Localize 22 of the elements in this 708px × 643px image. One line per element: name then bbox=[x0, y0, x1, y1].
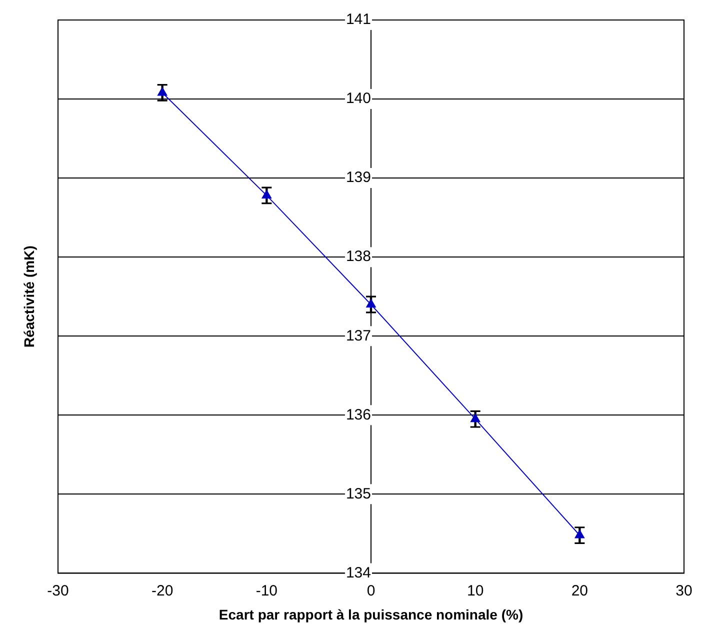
point bbox=[574, 530, 584, 538]
x-tick-label: 0 bbox=[366, 582, 376, 600]
y-tick-label: 137 bbox=[346, 327, 371, 344]
x-tick-label: -30 bbox=[47, 582, 69, 600]
x-axis-title: Ecart par rapport à la puissance nominale (%) bbox=[218, 606, 524, 622]
point bbox=[470, 414, 480, 422]
y-tick-label: 135 bbox=[346, 485, 371, 502]
y-tick-label: 141 bbox=[346, 11, 371, 28]
x-tick-label: 10 bbox=[466, 582, 484, 600]
y-tick-label: 140 bbox=[346, 90, 371, 108]
point bbox=[262, 190, 272, 198]
y-tick-label: 139 bbox=[346, 169, 371, 186]
x-tick-label: 30 bbox=[676, 582, 692, 600]
y-tick-label: 138 bbox=[346, 248, 371, 266]
point bbox=[158, 87, 168, 96]
x-tick-label: -10 bbox=[256, 582, 278, 600]
y-tick-label: 136 bbox=[346, 406, 371, 424]
point bbox=[366, 299, 376, 308]
y-tick-label: 134 bbox=[346, 564, 371, 582]
x-tick-label: 20 bbox=[571, 582, 588, 600]
y-axis-title: Réactivité (mK) bbox=[20, 246, 37, 348]
x-tick-label: -20 bbox=[151, 582, 174, 600]
